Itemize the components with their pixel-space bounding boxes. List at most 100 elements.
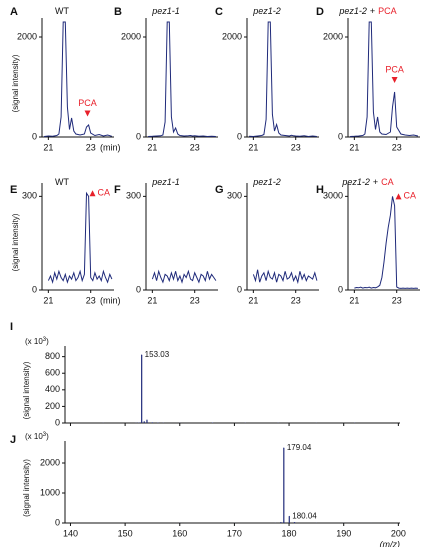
x-tick-label: 190 (336, 528, 351, 538)
panel-label: F (114, 184, 121, 196)
y-tick-label: 0 (338, 131, 343, 141)
panel-label: A (10, 6, 18, 18)
genotype: pez1-2 (252, 6, 281, 16)
x-tick-label: 170 (227, 528, 242, 538)
x-tick-label: 21 (349, 295, 359, 305)
panel-label: H (316, 184, 324, 196)
treatment: PCA (378, 6, 397, 16)
x-tick-label: 21 (349, 142, 359, 152)
trace (44, 21, 113, 137)
y-tick-label: 200 (45, 401, 60, 411)
panel-label: B (114, 6, 122, 18)
y-unit: (x 103) (25, 432, 49, 442)
genotype: pez1-2 (341, 177, 370, 187)
title-joiner: + (370, 6, 375, 16)
x-tick-label: 23 (190, 295, 200, 305)
annotation-anchor (283, 447, 285, 449)
annotation: 153.03 (145, 350, 170, 359)
x-tick-label: 23 (291, 142, 301, 152)
genotype: pez1-2 (338, 6, 367, 16)
genotype: pez1-1 (151, 177, 180, 187)
trace (249, 21, 317, 138)
trace (151, 269, 217, 284)
x-axis-label: (m/z) (380, 539, 401, 547)
y-tick-label: 0 (32, 284, 37, 294)
genotype: WT (55, 177, 69, 187)
y-unit: (x 103) (25, 337, 49, 347)
y-tick-label: 2000 (40, 457, 60, 467)
x-tick-label: 21 (248, 295, 258, 305)
x-tick-label: 21 (43, 295, 53, 305)
y-tick-label: 300 (227, 191, 242, 201)
panel-title: pez1-2 + PCA (338, 6, 396, 16)
x-tick-label: 21 (248, 142, 258, 152)
y-axis-label: (signal intensity) (11, 54, 20, 112)
annotation-arrow (395, 193, 402, 200)
y-tick-label: 300 (22, 191, 37, 201)
annotation: PCA (385, 64, 404, 74)
panel-label: D (316, 6, 324, 18)
x-tick-label: 21 (43, 142, 53, 152)
trace (47, 191, 113, 285)
panel-label: I (10, 321, 13, 333)
panel-label: G (215, 184, 224, 196)
annotation-anchor (288, 515, 290, 517)
y-tick-label: 2000 (323, 31, 343, 41)
y-tick-label: 300 (126, 191, 141, 201)
y-axis-label: (signal intensity) (11, 213, 20, 271)
y-tick-label: 600 (45, 368, 60, 378)
y-axis-label: (signal intensity) (22, 361, 31, 419)
trace (148, 21, 216, 138)
title-joiner: + (373, 177, 378, 187)
treatment: CA (381, 177, 394, 187)
panel-title: WT (55, 177, 69, 187)
trace (354, 196, 418, 289)
y-tick-label: 1000 (40, 487, 60, 497)
annotation-arrow (84, 110, 91, 117)
x-tick-label: 180 (282, 528, 297, 538)
annotation: CA (404, 191, 417, 201)
y-tick-label: 0 (237, 131, 242, 141)
y-tick-label: 2000 (17, 31, 37, 41)
y-unit-part: 3 (43, 337, 47, 343)
annotation: PCA (78, 98, 97, 108)
panel-title: pez1-1 (151, 6, 180, 16)
panel-label: C (215, 6, 223, 18)
annotation-arrow (391, 77, 398, 83)
genotype: pez1-1 (151, 6, 180, 16)
y-unit-part: ) (46, 432, 49, 441)
y-axis-label: (signal intensity) (22, 459, 31, 517)
x-tick-label: 23 (190, 142, 200, 152)
y-unit-part: 3 (43, 432, 47, 438)
annotation: 179.04 (287, 443, 312, 452)
y-tick-label: 0 (32, 131, 37, 141)
y-tick-label: 0 (136, 131, 141, 141)
panel-title: pez1-2 (252, 177, 281, 187)
panel-title: pez1-1 (151, 177, 180, 187)
x-axis-label: (min) (100, 142, 121, 152)
x-tick-label: 160 (172, 528, 187, 538)
y-tick-label: 2000 (222, 31, 242, 41)
annotation-anchor (141, 354, 143, 356)
trace (252, 269, 318, 285)
x-tick-label: 21 (147, 142, 157, 152)
x-tick-label: 150 (118, 528, 133, 538)
y-tick-label: 0 (55, 517, 60, 527)
x-tick-label: 140 (63, 528, 78, 538)
y-tick-label: 2000 (121, 31, 141, 41)
annotation: 180.04 (292, 512, 317, 521)
panel-label: J (10, 434, 16, 446)
y-unit-part: ) (46, 337, 49, 346)
panel-title: WT (55, 6, 69, 16)
y-tick-label: 400 (45, 384, 60, 394)
y-unit-part: (x 10 (25, 337, 43, 346)
annotation: CA (98, 188, 111, 198)
y-tick-label: 800 (45, 351, 60, 361)
x-tick-label: 23 (392, 142, 402, 152)
x-tick-label: 23 (86, 142, 96, 152)
x-tick-label: 23 (86, 295, 96, 305)
genotype: WT (55, 6, 69, 16)
y-unit-part: (x 10 (25, 432, 43, 441)
panel-title: pez1-2 (252, 6, 281, 16)
